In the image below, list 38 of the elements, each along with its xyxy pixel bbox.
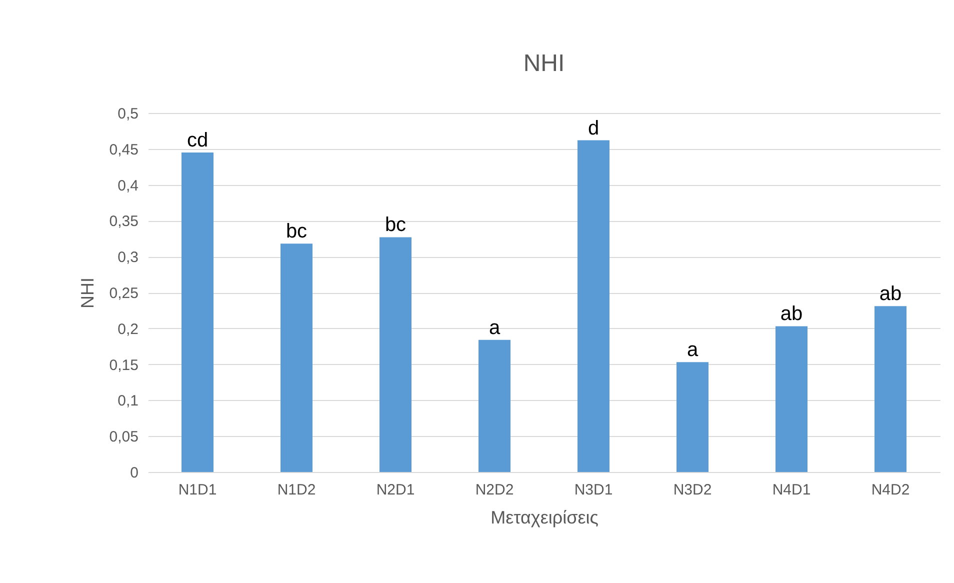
bar <box>874 306 906 472</box>
annotation: bc <box>286 220 308 243</box>
bar <box>676 362 708 472</box>
y-axis-title: NHI <box>77 278 98 308</box>
y-tick-label: 0,25 <box>109 285 138 302</box>
annotation: ab <box>780 303 803 326</box>
bar <box>182 152 214 472</box>
x-tick-label: N2D1 <box>376 482 415 498</box>
annotation: d <box>588 117 600 140</box>
annotation: a <box>686 339 699 362</box>
y-tick-label: 0,2 <box>118 320 138 338</box>
y-tick-label: 0,1 <box>118 392 138 410</box>
y-tick-label: 0,05 <box>109 428 138 446</box>
bar <box>776 326 808 472</box>
chart-title: NHI <box>523 50 565 77</box>
y-tick-label: 0,4 <box>118 177 138 194</box>
x-tick-label: N3D1 <box>574 482 613 498</box>
bar <box>478 340 510 472</box>
x-tick-label: N3D2 <box>673 482 712 498</box>
x-axis-title: Μεταχειρίσεις <box>490 508 599 528</box>
y-tick-label: 0,45 <box>109 141 138 158</box>
y-tick-label: 0,35 <box>109 213 138 230</box>
x-tick-label: N1D1 <box>178 482 217 498</box>
x-tick-label: N2D2 <box>475 482 514 498</box>
y-tick-label: 0,15 <box>109 356 138 374</box>
bar <box>578 140 610 472</box>
annotation: ab <box>879 283 902 306</box>
x-tick-label: N4D1 <box>772 482 811 498</box>
y-tick-label: 0,3 <box>118 249 138 266</box>
x-tick-label: N4D2 <box>871 482 910 498</box>
bar <box>280 244 312 472</box>
y-tick-label: 0 <box>130 464 138 482</box>
y-tick-label: 0,5 <box>118 106 138 122</box>
annotation: cd <box>186 129 208 152</box>
annotation: bc <box>384 214 406 236</box>
annotation: a <box>488 316 501 339</box>
x-tick-label: N1D2 <box>277 482 316 498</box>
bar <box>380 237 412 472</box>
